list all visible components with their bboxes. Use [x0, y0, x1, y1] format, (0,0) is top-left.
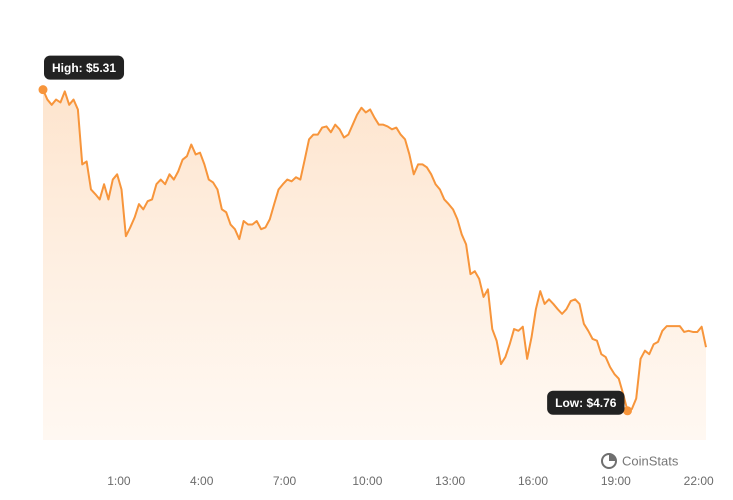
x-tick-label: 4:00 [190, 474, 214, 488]
x-tick-label: 22:00 [684, 474, 714, 488]
watermark-text: CoinStats [622, 453, 679, 468]
annotation-box [547, 390, 625, 415]
annotation-text: High: $5.31 [52, 61, 116, 75]
price-line [42, 89, 707, 412]
extreme-marker [38, 85, 48, 95]
extreme-marker [622, 406, 632, 416]
x-tick-label: 13:00 [435, 474, 465, 488]
x-tick-label: 16:00 [518, 474, 548, 488]
annotation-text: Low: $4.76 [555, 396, 617, 410]
watermark: CoinStats [601, 453, 679, 469]
watermark-icon-slice [609, 454, 616, 461]
annotation-box [44, 55, 125, 80]
x-tick-label: 1:00 [107, 474, 131, 488]
x-tick-label: 7:00 [273, 474, 297, 488]
area-fill [43, 89, 706, 440]
x-tick-label: 10:00 [352, 474, 382, 488]
annotation: High: $5.31 [44, 55, 125, 80]
x-tick-label: 19:00 [601, 474, 631, 488]
annotation: Low: $4.76 [547, 390, 625, 415]
